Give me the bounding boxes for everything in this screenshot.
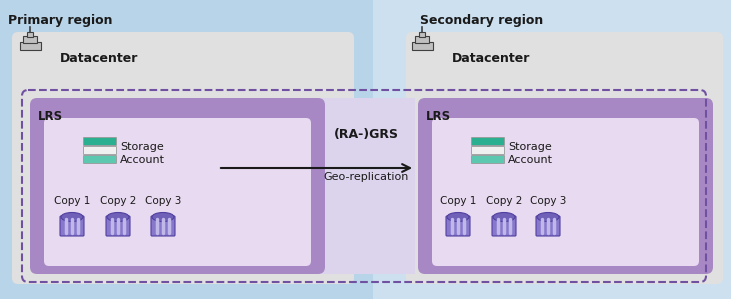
FancyBboxPatch shape: [536, 216, 560, 236]
FancyBboxPatch shape: [12, 32, 354, 284]
Text: Copy 2: Copy 2: [100, 196, 136, 206]
FancyBboxPatch shape: [406, 32, 723, 284]
Text: Copy 1: Copy 1: [440, 196, 476, 206]
FancyBboxPatch shape: [471, 147, 504, 155]
FancyBboxPatch shape: [471, 155, 504, 164]
Text: Geo-replication: Geo-replication: [323, 172, 409, 182]
Text: Copy 3: Copy 3: [530, 196, 567, 206]
FancyBboxPatch shape: [23, 36, 37, 43]
Ellipse shape: [152, 213, 174, 222]
Text: Primary region: Primary region: [8, 14, 113, 27]
FancyBboxPatch shape: [318, 98, 415, 274]
FancyArrowPatch shape: [221, 164, 410, 172]
Text: Copy 3: Copy 3: [145, 196, 181, 206]
Ellipse shape: [493, 213, 515, 222]
FancyBboxPatch shape: [83, 155, 116, 164]
Text: Storage: Storage: [120, 142, 164, 152]
FancyBboxPatch shape: [373, 0, 731, 299]
FancyBboxPatch shape: [151, 216, 175, 236]
FancyBboxPatch shape: [60, 216, 84, 236]
Text: LRS: LRS: [426, 110, 451, 123]
Ellipse shape: [447, 213, 469, 222]
Text: Account: Account: [508, 155, 553, 165]
FancyBboxPatch shape: [83, 147, 116, 155]
Ellipse shape: [537, 213, 559, 222]
Ellipse shape: [61, 213, 83, 222]
FancyBboxPatch shape: [20, 42, 40, 50]
FancyBboxPatch shape: [0, 0, 378, 299]
FancyBboxPatch shape: [418, 98, 713, 274]
FancyBboxPatch shape: [471, 138, 504, 146]
Text: Copy 2: Copy 2: [486, 196, 522, 206]
Text: Storage: Storage: [508, 142, 552, 152]
Text: Datacenter: Datacenter: [452, 51, 531, 65]
Text: LRS: LRS: [38, 110, 63, 123]
FancyBboxPatch shape: [446, 216, 470, 236]
Text: Secondary region: Secondary region: [420, 14, 543, 27]
FancyBboxPatch shape: [415, 36, 429, 43]
FancyBboxPatch shape: [432, 118, 699, 266]
FancyBboxPatch shape: [30, 98, 325, 274]
FancyBboxPatch shape: [420, 31, 425, 37]
FancyBboxPatch shape: [44, 118, 311, 266]
FancyBboxPatch shape: [83, 138, 116, 146]
Ellipse shape: [107, 213, 129, 222]
FancyBboxPatch shape: [492, 216, 516, 236]
Text: (RA-)GRS: (RA-)GRS: [333, 128, 398, 141]
Text: Copy 1: Copy 1: [54, 196, 90, 206]
Text: Account: Account: [120, 155, 165, 165]
FancyBboxPatch shape: [412, 42, 433, 50]
FancyBboxPatch shape: [28, 31, 32, 37]
FancyBboxPatch shape: [106, 216, 130, 236]
Text: Datacenter: Datacenter: [60, 51, 138, 65]
